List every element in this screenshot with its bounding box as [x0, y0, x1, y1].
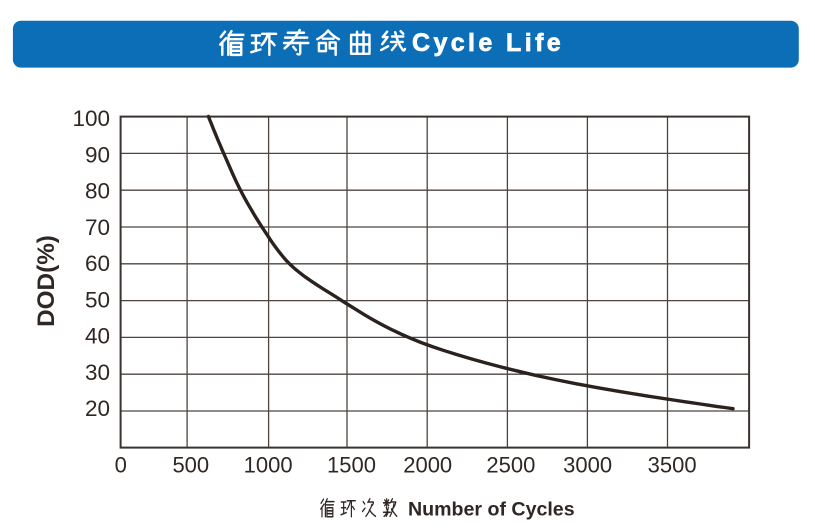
svg-text:90: 90 [85, 142, 110, 167]
svg-text:2500: 2500 [486, 452, 535, 477]
svg-text:2000: 2000 [403, 452, 452, 477]
svg-text:100: 100 [72, 106, 110, 131]
svg-text:50: 50 [85, 287, 110, 312]
svg-text:40: 40 [85, 324, 110, 349]
svg-text:60: 60 [85, 251, 110, 276]
svg-text:70: 70 [85, 215, 110, 240]
svg-text:500: 500 [172, 452, 209, 477]
svg-text:80: 80 [85, 179, 110, 204]
svg-text:1000: 1000 [244, 452, 293, 477]
svg-text:3000: 3000 [563, 452, 612, 477]
svg-text:Number of Cycles: Number of Cycles [408, 499, 575, 521]
svg-text:20: 20 [85, 396, 110, 421]
svg-text:Cycle Life: Cycle Life [412, 29, 564, 57]
svg-text:1500: 1500 [327, 452, 376, 477]
svg-text:3500: 3500 [648, 452, 697, 477]
svg-text:0: 0 [115, 452, 127, 477]
svg-text:30: 30 [85, 360, 110, 385]
svg-text:DOD(%): DOD(%) [33, 235, 60, 327]
